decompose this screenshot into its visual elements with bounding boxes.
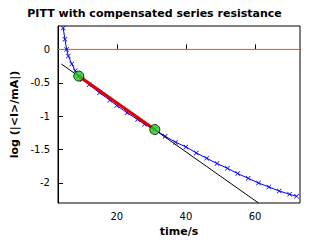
svg-text:log (|<I>/mA|): log (|<I>/mA|)	[8, 71, 21, 159]
svg-text:-1.5: -1.5	[30, 144, 50, 155]
svg-text:-1: -1	[40, 111, 50, 122]
svg-text:60: 60	[249, 211, 262, 222]
svg-text:PITT with compensated series r: PITT with compensated series resistance	[27, 7, 281, 20]
svg-text:-2: -2	[40, 177, 50, 188]
svg-text:time/s: time/s	[160, 225, 199, 238]
svg-text:-0.5: -0.5	[30, 77, 50, 88]
svg-text:40: 40	[180, 211, 193, 222]
svg-text:0: 0	[44, 44, 50, 55]
svg-text:20: 20	[110, 211, 123, 222]
